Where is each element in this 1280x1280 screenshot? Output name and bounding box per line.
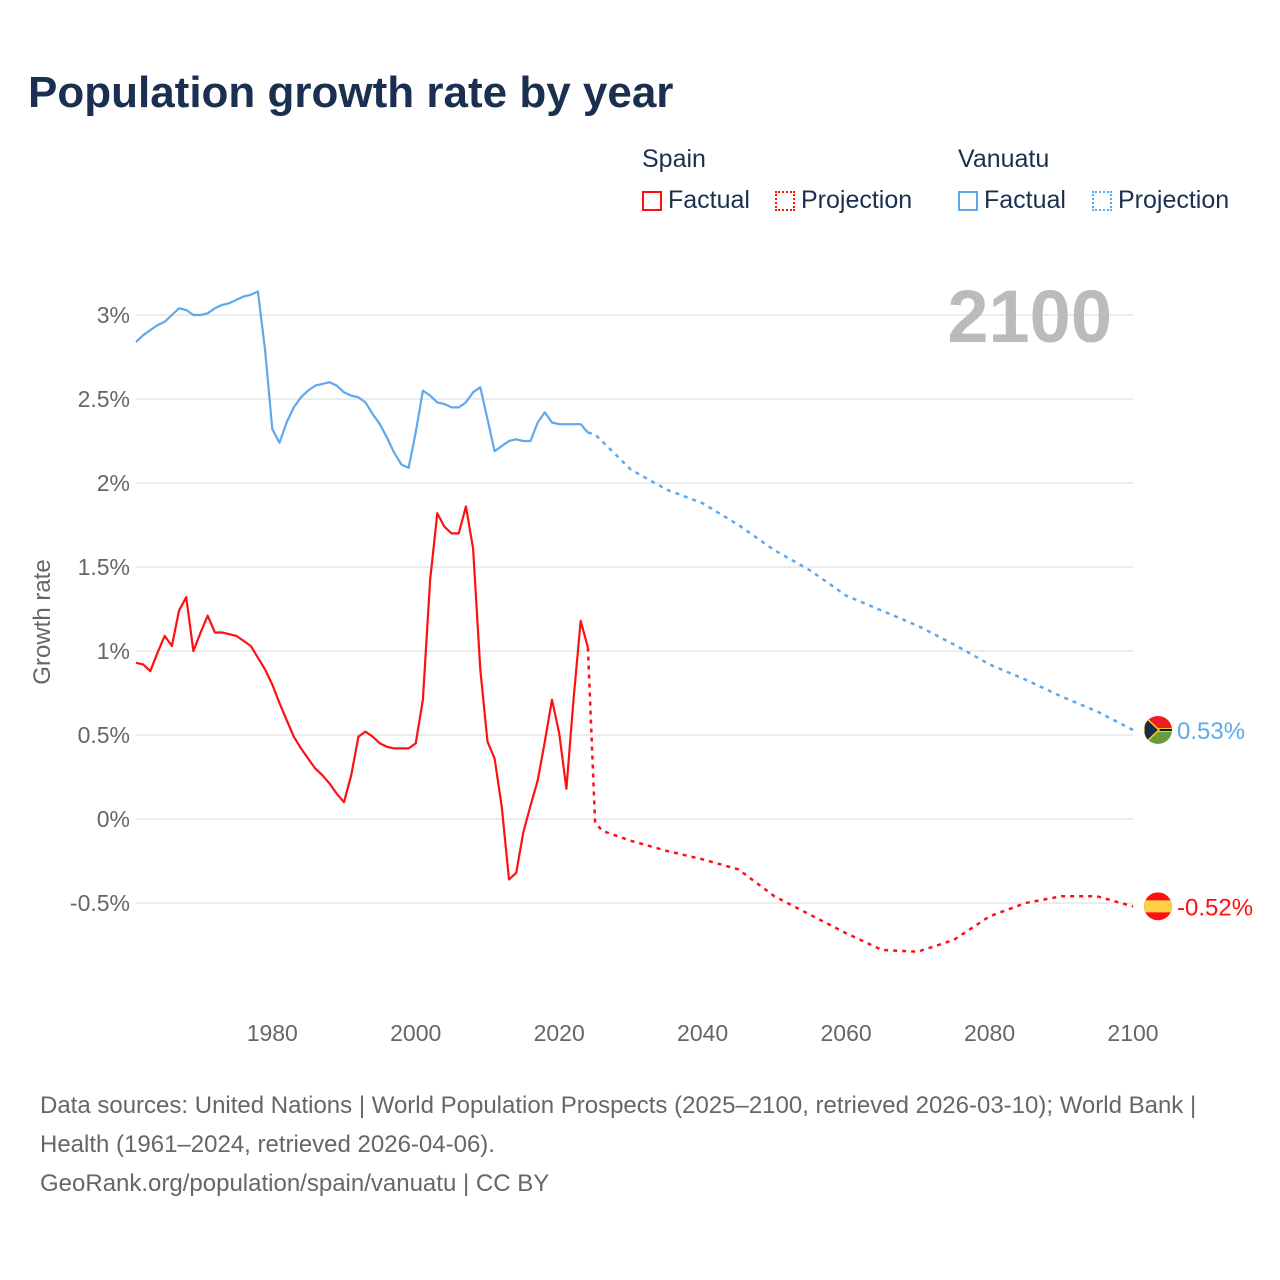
legend-label: Factual [984,186,1066,214]
y-axis-ticks: 3% 2.5% 2% 1.5% 1% 0.5% 0% -0.5% [70,302,130,916]
y-tick-label: 1% [97,638,130,664]
y-tick-label: 2% [97,470,130,496]
legend-label: Factual [668,186,750,214]
legend-swatch-dotted [775,190,795,211]
data-sources: Data sources: United Nations | World Pop… [40,1092,1197,1158]
y-tick-label: 0% [97,806,130,832]
legend-group-vanuatu: Vanuatu [958,145,1050,173]
spain-end-label: -0.52% [1177,894,1253,921]
series-lines [135,290,1134,953]
spain-flag-icon [1144,892,1172,921]
y-tick-label: -0.5% [70,890,130,916]
legend-spain-factual[interactable]: Factual [642,186,750,215]
legend-label: Projection [1118,186,1230,214]
end-labels: 0.53% -0.52% [1144,715,1253,921]
line-chart: 3% 2.5% 2% 1.5% 1% 0.5% 0% -0.5% 1980 2000 2020 20… [29,275,1253,1046]
legend-swatch-dotted [1092,190,1112,211]
y-tick-label: 1.5% [78,554,130,580]
y-tick-label: 0.5% [78,722,130,748]
y-tick-label: 3% [97,302,130,328]
x-tick-label: 2060 [821,1020,872,1046]
legend-label: Projection [801,186,913,214]
x-axis-ticks: 1980 2000 2020 2040 2060 2080 2100 [247,1020,1159,1046]
legend-spain-projection[interactable]: Projection [775,186,912,215]
year-display: 2100 [947,275,1112,358]
legend-swatch-solid [958,190,978,211]
y-axis-label: Growth rate [29,559,56,684]
vanuatu-flag-icon [1144,715,1172,744]
vanuatu-factual-line [135,290,589,469]
spain-projection-line [586,647,1134,953]
x-tick-label: 2020 [534,1020,585,1046]
legend-swatch-solid [642,190,662,211]
x-tick-label: 2000 [390,1020,441,1046]
gridlines [136,314,1133,904]
legend-vanuatu-factual[interactable]: Factual [958,186,1066,215]
legend-group-spain: Spain [642,145,706,173]
vanuatu-projection-line [587,431,1134,732]
y-tick-label: 2.5% [78,386,130,412]
vanuatu-end-label: 0.53% [1177,718,1245,745]
legend-vanuatu-projection[interactable]: Projection [1092,186,1229,215]
credit-link[interactable]: GeoRank.org/population/spain/vanuatu | C… [40,1170,550,1197]
x-tick-label: 1980 [247,1020,298,1046]
chart-title: Population growth rate by year [28,68,674,117]
x-tick-label: 2080 [964,1020,1015,1046]
x-tick-label: 2100 [1107,1020,1158,1046]
spain-factual-line [135,505,589,881]
x-tick-label: 2040 [677,1020,728,1046]
